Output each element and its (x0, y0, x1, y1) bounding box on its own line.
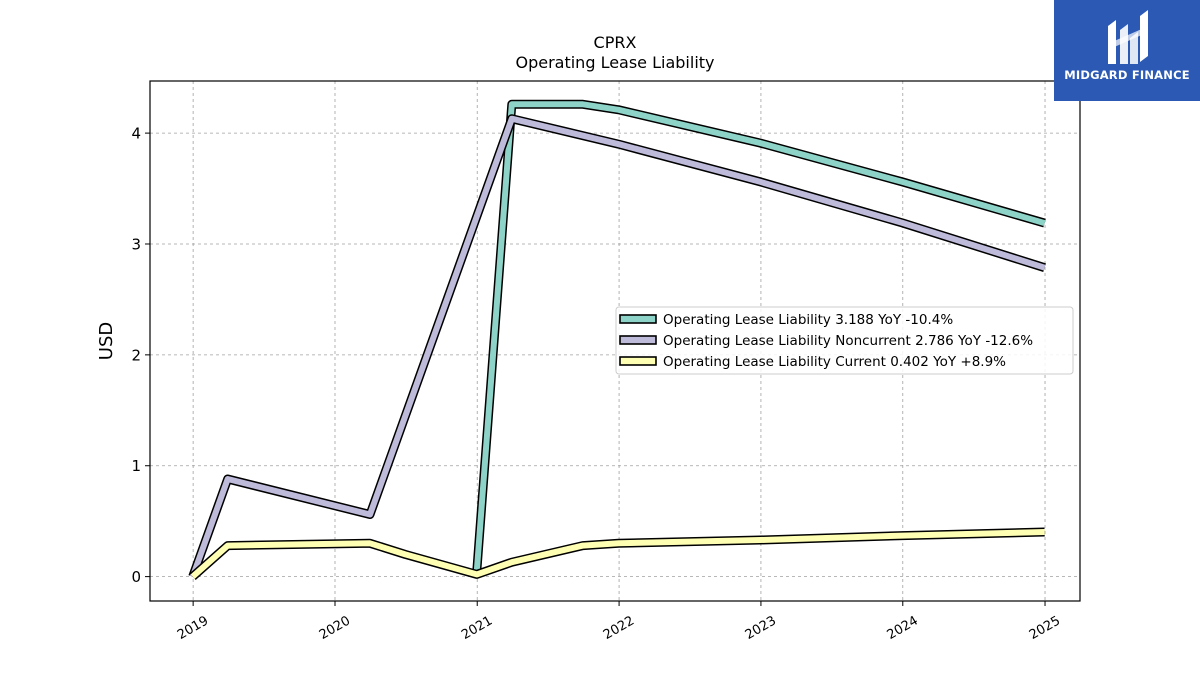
legend-label-2: Operating Lease Liability Noncurrent 2.7… (663, 333, 1033, 349)
x-tick-label: 2024 (885, 613, 921, 643)
y-axis: 0 1 2 3 4 (131, 125, 150, 586)
x-tick-label: 2020 (317, 613, 353, 643)
series-layer (188, 99, 1046, 580)
y-axis-label: USD (96, 322, 117, 360)
legend-box (615, 306, 1074, 375)
chart-title: CPRX (594, 33, 637, 52)
plot-frame (149, 80, 1081, 602)
x-axis: 2019 2020 2021 2022 2023 2024 2025 (175, 601, 1063, 643)
brand-logo: MIDGARD FINANCE (1054, 0, 1200, 101)
chart-subtitle: Operating Lease Liability (515, 53, 714, 72)
legend-label-3: Operating Lease Liability Current 0.402 … (663, 354, 1006, 370)
logo-mark-icon (1108, 10, 1148, 64)
y-tick-label: 1 (131, 457, 141, 475)
logo-text: MIDGARD FINANCE (1064, 68, 1190, 82)
x-tick-label: 2025 (1027, 613, 1063, 643)
series-2-line (188, 114, 1046, 579)
legend-swatch-1 (619, 314, 657, 324)
series-3-line (189, 527, 1045, 580)
y-tick-label: 3 (131, 235, 141, 253)
y-tick-label: 2 (131, 346, 141, 364)
legend-swatch-3 (619, 356, 657, 366)
legend-label-1: Operating Lease Liability 3.188 YoY -10.… (663, 312, 953, 328)
grid (150, 81, 1080, 601)
x-tick-label: 2021 (459, 613, 495, 643)
x-tick-label: 2023 (743, 613, 779, 643)
legend-swatch-2 (619, 335, 657, 345)
series-1-line (472, 99, 1046, 572)
legend: Operating Lease Liability 3.188 YoY -10.… (615, 306, 1074, 375)
x-tick-label: 2022 (601, 613, 637, 643)
y-tick-label: 0 (131, 568, 141, 586)
x-tick-label: 2019 (175, 613, 211, 643)
y-tick-label: 4 (131, 125, 141, 143)
